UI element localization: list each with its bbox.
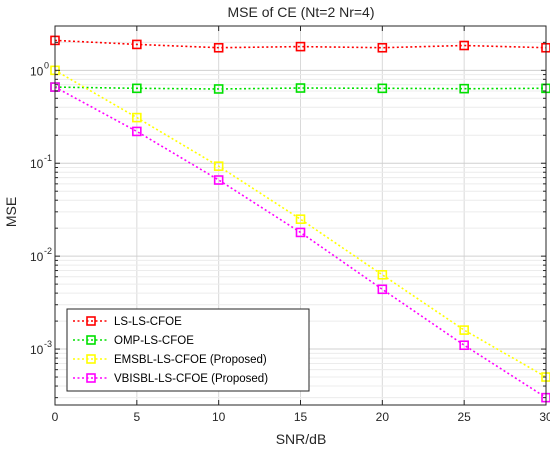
y-tick-base: 10: [30, 343, 44, 357]
y-tick-label: 10 -3: [30, 339, 52, 357]
data-point: [213, 84, 224, 94]
legend-marker: [86, 316, 96, 326]
data-point: [377, 42, 388, 53]
x-axis-label: SNR/dB: [276, 431, 327, 447]
legend-marker: [86, 335, 96, 345]
legend-marker: [86, 373, 96, 383]
data-point: [295, 227, 306, 238]
data-point: [295, 41, 306, 52]
legend-label: LS-LS-CFOE: [114, 316, 182, 328]
data-point: [295, 83, 306, 93]
data-point: [377, 269, 388, 280]
legend-entry: EMSBL-LS-CFOE (Proposed): [73, 354, 267, 366]
data-point: [459, 83, 469, 94]
x-tick-label: 15: [294, 410, 308, 424]
data-point: [295, 214, 306, 224]
y-tick-label: 10 0: [30, 60, 49, 78]
legend-entry: LS-LS-CFOE: [73, 316, 182, 328]
data-point: [377, 284, 388, 295]
y-tick-exponent: 0: [44, 60, 49, 70]
legend-label: VBISBL-LS-CFOE (Proposed): [114, 373, 268, 385]
data-point: [132, 83, 142, 94]
data-point: [459, 340, 469, 351]
x-tick-label: 10: [212, 410, 226, 424]
data-point: [132, 39, 142, 50]
series-line-4: [54, 86, 547, 399]
y-tick-label: 10 -1: [30, 153, 52, 171]
data-point: [132, 112, 142, 123]
chart-title: MSE of CE (Nt=2 Nr=4): [227, 4, 374, 20]
data-point: [132, 126, 142, 137]
x-tick-label: 30: [539, 410, 550, 424]
legend-box: [66, 308, 310, 392]
x-tick-label: 20: [376, 410, 390, 424]
legend-label: EMSBL-LS-CFOE (Proposed): [114, 354, 267, 366]
legend-entry: VBISBL-LS-CFOE (Proposed): [73, 373, 268, 385]
y-tick-exponent: -2: [44, 246, 52, 256]
data-point: [213, 175, 224, 185]
legend-entry: OMP-LS-CFOE: [73, 335, 194, 347]
legend-marker: [86, 354, 96, 364]
data-point: [213, 42, 224, 53]
data-point: [459, 40, 469, 51]
y-tick-base: 10: [30, 64, 44, 78]
x-tick-label: 5: [133, 410, 140, 424]
series-line-2: [54, 86, 547, 90]
legend-label: OMP-LS-CFOE: [114, 335, 194, 347]
y-tick-base: 10: [30, 250, 44, 264]
y-tick-exponent: -3: [44, 339, 52, 349]
y-tick-base: 10: [30, 157, 44, 171]
y-axis-label: MSE: [3, 197, 19, 227]
data-point: [459, 325, 469, 335]
data-point: [377, 83, 388, 94]
legend: LS-LS-CFOE OMP-LS-CFOE EMSBL-LS-CFOE (Prop…: [66, 308, 310, 392]
x-tick-label: 0: [52, 410, 59, 424]
series-line-1: [54, 39, 547, 49]
y-tick-exponent: -1: [44, 153, 52, 163]
y-tick-label: 10 -2: [30, 246, 52, 264]
x-tick-label: 25: [457, 410, 471, 424]
data-point: [213, 161, 224, 171]
